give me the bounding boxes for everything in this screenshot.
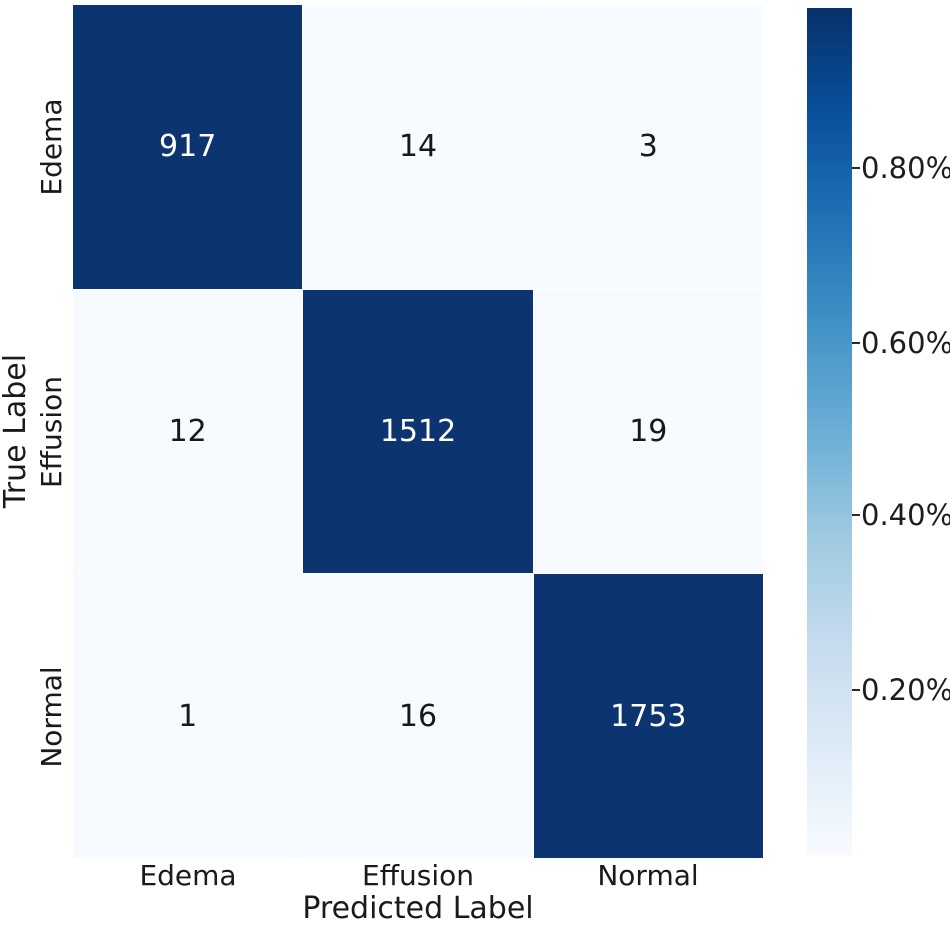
colorbar-tick-020 (852, 689, 860, 691)
colorbar-gradient (807, 8, 852, 855)
heatmap-cell-effusion-effusion: 1512 (303, 289, 533, 574)
colorbar-tick-060 (852, 342, 860, 344)
colorbar-tick-label-040: 0.40% (861, 498, 950, 532)
y-tick-edema: Edema (35, 98, 68, 196)
x-tick-edema: Edema (139, 859, 237, 892)
heatmap-cell-edema-normal: 3 (533, 5, 763, 289)
heatmap-cell-effusion-edema: 12 (73, 289, 303, 574)
heatmap-grid: 917 14 3 12 1512 19 1 16 1753 (73, 5, 763, 858)
colorbar-tick-040 (852, 514, 860, 516)
colorbar-tick-label-020: 0.20% (861, 673, 950, 707)
y-axis-title: True Label (0, 353, 33, 509)
heatmap-cell-normal-edema: 1 (73, 574, 303, 858)
heatmap-cell-effusion-normal: 19 (533, 289, 763, 574)
colorbar-tick-label-060: 0.60% (861, 326, 950, 360)
heatmap-cell-normal-normal: 1753 (533, 574, 763, 858)
colorbar-tick-080 (852, 167, 860, 169)
heatmap-cell-normal-effusion: 16 (303, 574, 533, 858)
x-tick-effusion: Effusion (362, 859, 474, 892)
x-axis-title: Predicted Label (302, 891, 534, 926)
y-tick-effusion: Effusion (35, 376, 68, 488)
heatmap-cell-edema-effusion: 14 (303, 5, 533, 289)
y-tick-normal: Normal (35, 666, 68, 768)
heatmap-cell-edema-edema: 917 (73, 5, 303, 289)
x-tick-normal: Normal (597, 859, 699, 892)
colorbar-tick-label-080: 0.80% (861, 151, 950, 185)
